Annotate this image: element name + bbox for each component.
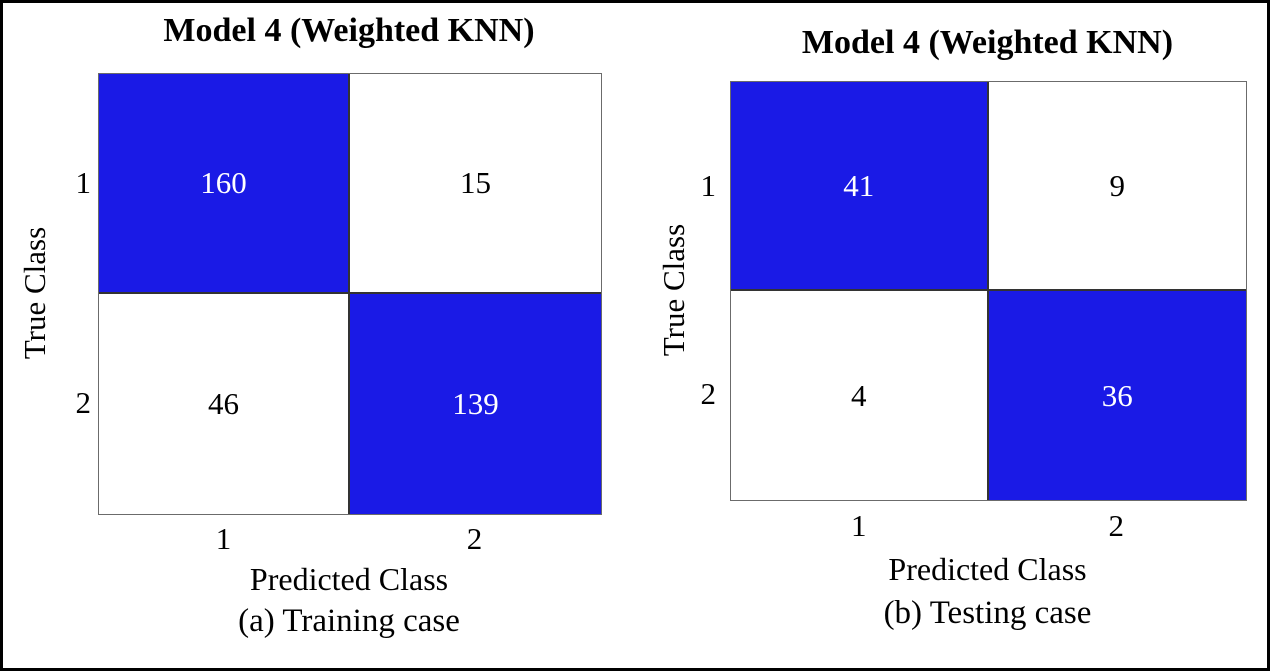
x-axis-label: Predicted Class (888, 551, 1087, 587)
matrix-cell-true1-pred1: 41 (731, 82, 989, 291)
confusion-matrix-grid: 160 15 46 139 (98, 73, 602, 515)
panel-caption: (a) Training case (238, 603, 460, 639)
x-ticks: 1 2 (730, 506, 1245, 546)
matrix-cell-true2-pred1: 4 (731, 291, 989, 500)
y-tick-1: 1 (700, 168, 717, 203)
matrix-cell-true1-pred2: 15 (350, 74, 601, 294)
cell-value: 139 (452, 386, 499, 421)
cell-value: 46 (208, 386, 239, 421)
cell-value: 9 (1109, 167, 1126, 203)
y-tick-1: 1 (75, 165, 92, 200)
cell-value: 15 (460, 165, 491, 200)
panel-caption: (b) Testing case (883, 595, 1092, 631)
x-tick-1: 1 (215, 521, 232, 556)
y-axis-label: True Class (17, 226, 52, 360)
x-axis-label: Predicted Class (249, 561, 449, 597)
matrix-cell-true1-pred1: 160 (99, 74, 350, 294)
cell-value: 4 (851, 377, 867, 413)
x-tick-1: 1 (851, 508, 867, 543)
chart-title: Model 4 (Weighted KNN) (163, 12, 535, 49)
cell-value: 36 (1101, 377, 1133, 413)
y-tick-2: 2 (700, 376, 717, 411)
cell-value: 41 (843, 167, 875, 203)
y-axis-label: True Class (656, 223, 691, 357)
matrix-cell-true2-pred1: 46 (99, 294, 350, 514)
matrix-cell-true1-pred2: 9 (988, 82, 1246, 291)
x-tick-2: 2 (466, 521, 483, 556)
cell-value: 160 (200, 165, 247, 200)
x-ticks: 1 2 (98, 519, 600, 559)
x-tick-2: 2 (1108, 508, 1125, 543)
confusion-matrix-panel-training: Model 4 (Weighted KNN) 1 2 True Class 16… (3, 3, 638, 668)
y-tick-2: 2 (75, 385, 92, 420)
confusion-matrix-grid: 41 9 4 36 (730, 81, 1247, 501)
matrix-cell-true2-pred2: 36 (988, 291, 1246, 500)
matrix-cell-true2-pred2: 139 (350, 294, 601, 514)
chart-title: Model 4 (Weighted KNN) (801, 24, 1174, 61)
confusion-matrix-panel-testing: Model 4 (Weighted KNN) 1 2 True Class 41… (638, 3, 1267, 668)
